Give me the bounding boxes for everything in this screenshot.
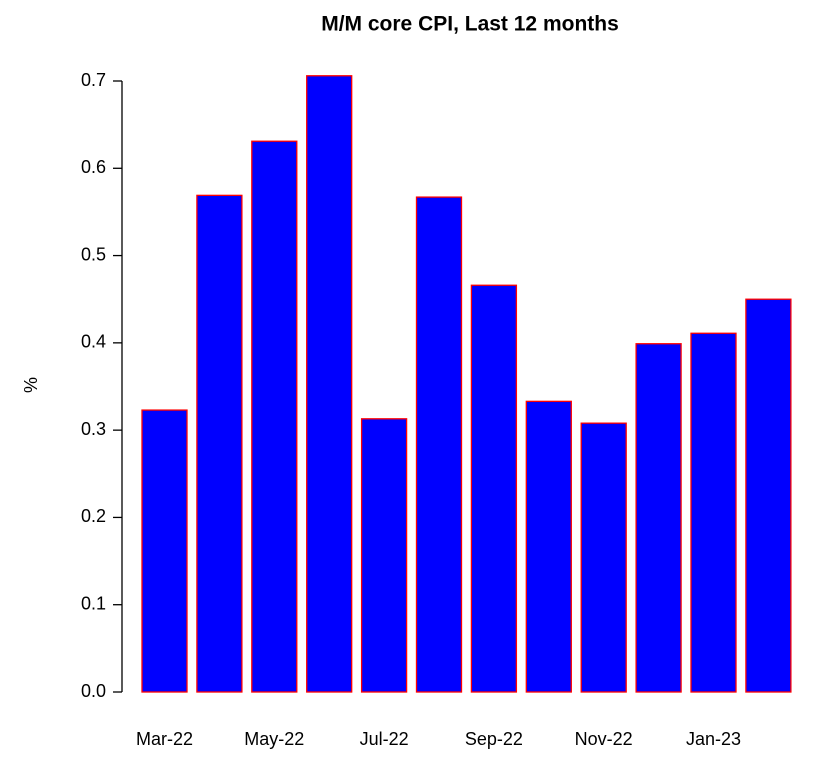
y-tick-label: 0.1 — [81, 593, 106, 613]
y-tick-label: 0.5 — [81, 244, 106, 264]
bar — [141, 409, 188, 693]
bar — [525, 400, 572, 693]
bar — [360, 418, 408, 693]
bar — [470, 284, 518, 693]
bar — [306, 75, 353, 693]
y-tick-label: 0.4 — [81, 332, 106, 352]
x-tick-label: Jan-23 — [686, 729, 741, 749]
bar — [745, 298, 792, 693]
y-axis-label: % — [21, 377, 41, 393]
y-tick-label: 0.3 — [81, 419, 106, 439]
x-tick-label: Sep-22 — [465, 729, 523, 749]
x-tick-label: Nov-22 — [575, 729, 633, 749]
bar — [251, 140, 298, 693]
bar — [690, 332, 737, 693]
y-tick-label: 0.2 — [81, 506, 106, 526]
x-tick-label: Jul-22 — [360, 729, 409, 749]
chart-title: M/M core CPI, Last 12 months — [321, 13, 619, 36]
y-tick-label: 0.6 — [81, 157, 106, 177]
y-tick-label: 0.0 — [81, 681, 106, 701]
bar — [580, 422, 627, 693]
bar — [415, 196, 463, 693]
y-tick-label: 0.7 — [81, 70, 106, 90]
x-tick-label: Mar-22 — [136, 729, 193, 749]
bar — [196, 194, 243, 693]
x-tick-label: May-22 — [244, 729, 304, 749]
bar — [635, 343, 682, 693]
